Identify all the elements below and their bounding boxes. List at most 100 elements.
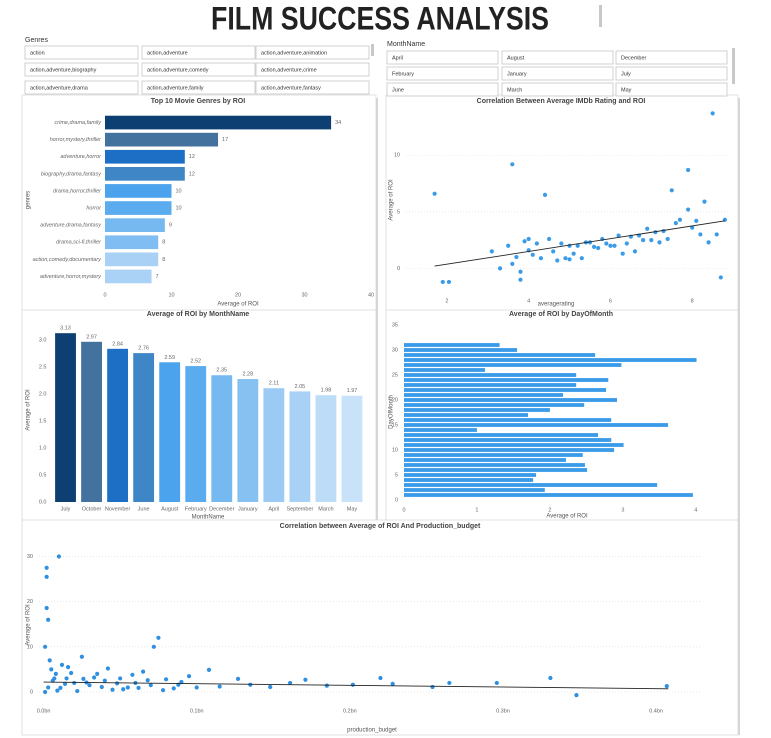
slicer-button[interactable] [24,45,139,60]
x-tick-label: November [105,506,131,512]
bar [105,235,159,250]
bar [185,366,207,502]
data-label: 8 [162,257,165,263]
bar [404,473,537,477]
slicer-item[interactable]: action,adventure,animation [261,50,327,56]
slicer-button[interactable] [255,62,370,77]
bar [404,383,577,387]
bar [404,493,693,497]
bar [404,343,500,347]
slicer-item[interactable]: action,adventure,drama [30,85,89,91]
point [514,254,519,260]
slicer-button[interactable] [386,66,499,81]
point [526,236,531,242]
scrollbar[interactable] [732,48,735,84]
data-label: 2.28 [242,371,253,377]
point [510,162,515,167]
bar [404,488,545,492]
point [718,275,723,280]
slicer-item[interactable]: July [621,71,631,77]
slicer-item[interactable]: February [392,71,414,77]
bar [404,378,609,382]
point [440,279,445,285]
slicer-item[interactable]: March [507,87,522,93]
point [64,676,69,681]
bar [105,115,332,130]
data-label: 10 [176,188,182,194]
point [548,675,553,681]
point [604,241,609,246]
point [44,574,49,579]
point [555,258,560,263]
bar [404,428,477,432]
bar [105,269,152,284]
slicer-item[interactable]: action,adventure [147,50,188,56]
bar [404,388,607,392]
bar [81,341,102,502]
bar [159,362,181,502]
slicer-button[interactable] [501,66,614,81]
slicer-item[interactable]: action,adventure,family [147,85,204,91]
slicer-button[interactable] [24,62,139,77]
point [324,683,329,688]
y-tick-label: 2.5 [39,365,47,371]
point [56,554,62,559]
point [574,693,579,698]
point [714,232,719,237]
slicer-button[interactable] [615,82,728,97]
slicer-item[interactable]: April [392,55,403,61]
slicer-item[interactable]: May [621,87,632,93]
category-label: action,comedy,documentary [33,257,103,263]
x-axis-title: production_budget [347,728,397,734]
point [530,252,535,257]
y-tick-label: 0 [395,497,398,503]
slicer-item[interactable]: June [392,87,404,93]
slicer-item[interactable]: January [507,71,527,77]
y-tick-label: 30 [27,554,33,560]
point [534,241,539,246]
y-axis-title: Average of ROI [389,179,395,221]
point [698,232,703,237]
bar [404,353,596,357]
panel [21,519,739,736]
point [497,266,503,271]
slicer-button[interactable] [615,66,728,81]
slicer-button[interactable] [501,50,614,65]
bar [315,395,337,502]
x-tick-label: September [286,506,313,512]
x-tick-label: 30 [301,292,307,298]
slicer-button[interactable] [615,50,728,65]
point [118,676,123,681]
slicer-item[interactable]: action,adventure,biography [30,67,97,73]
x-tick-label: 0.4bn [649,708,663,714]
x-tick-label: 3 [621,507,624,513]
slicer-button[interactable] [141,45,256,60]
bar [404,363,622,367]
slicer-item[interactable]: December [621,55,647,61]
slicer-item[interactable]: action,adventure,fantasy [261,85,321,91]
slicer-button[interactable] [141,80,256,95]
category-label: drama,sci-fi,thriller [56,240,102,246]
slicer-item[interactable]: action,adventure,crime [261,67,317,73]
x-tick-label: July [61,506,71,512]
scrollbar[interactable] [371,44,374,56]
slicer-item[interactable]: action,adventure,comedy [147,67,209,73]
y-tick-label: 3.0 [39,338,47,344]
slicer-button[interactable] [24,80,139,95]
bar [404,448,615,452]
slicer-button[interactable] [255,45,370,60]
point [105,666,111,671]
slicer-button[interactable] [141,62,256,77]
slicer-button[interactable] [501,82,614,97]
point [542,192,548,197]
slicer-item[interactable]: August [507,55,525,61]
slicer-item[interactable]: action [30,50,45,56]
point [563,256,568,261]
bar [263,388,285,502]
slicer-button[interactable] [386,50,499,65]
slicer-button[interactable] [255,80,370,95]
data-label: 12 [189,154,195,160]
slicer-button[interactable] [386,82,499,97]
